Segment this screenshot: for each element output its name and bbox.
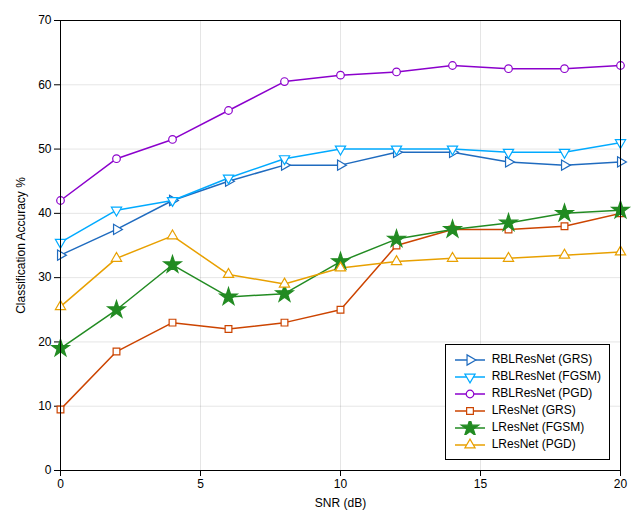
svg-text:20: 20 bbox=[38, 335, 52, 349]
svg-text:SNR (dB): SNR (dB) bbox=[315, 496, 366, 510]
html-text:LResNet (GRS): LResNet (GRS) bbox=[491, 403, 576, 417]
svg-text:0: 0 bbox=[57, 477, 64, 491]
svg-text:Classification Accuracy %: Classification Accuracy % bbox=[14, 177, 28, 314]
svg-text:70: 70 bbox=[38, 13, 52, 27]
svg-text:50: 50 bbox=[38, 142, 52, 156]
svg-text:0: 0 bbox=[45, 463, 52, 477]
svg-text:5: 5 bbox=[197, 477, 204, 491]
html-text:RBLResNet (GRS): RBLResNet (GRS) bbox=[491, 352, 593, 366]
svg-text:40: 40 bbox=[38, 206, 52, 220]
html-text:LResNet (FGSM): LResNet (FGSM) bbox=[491, 420, 585, 434]
svg-text:15: 15 bbox=[474, 477, 488, 491]
svg-text:30: 30 bbox=[38, 270, 52, 284]
html-text:RBLResNet (PGD): RBLResNet (PGD) bbox=[491, 386, 593, 400]
html-text:LResNet (PGD): LResNet (PGD) bbox=[491, 437, 576, 451]
svg-text:10: 10 bbox=[334, 477, 348, 491]
svg-text:10: 10 bbox=[38, 399, 52, 413]
svg-text:60: 60 bbox=[38, 78, 52, 92]
svg-text:20: 20 bbox=[614, 477, 628, 491]
html-text:RBLResNet (FGSM): RBLResNet (FGSM) bbox=[491, 369, 601, 383]
